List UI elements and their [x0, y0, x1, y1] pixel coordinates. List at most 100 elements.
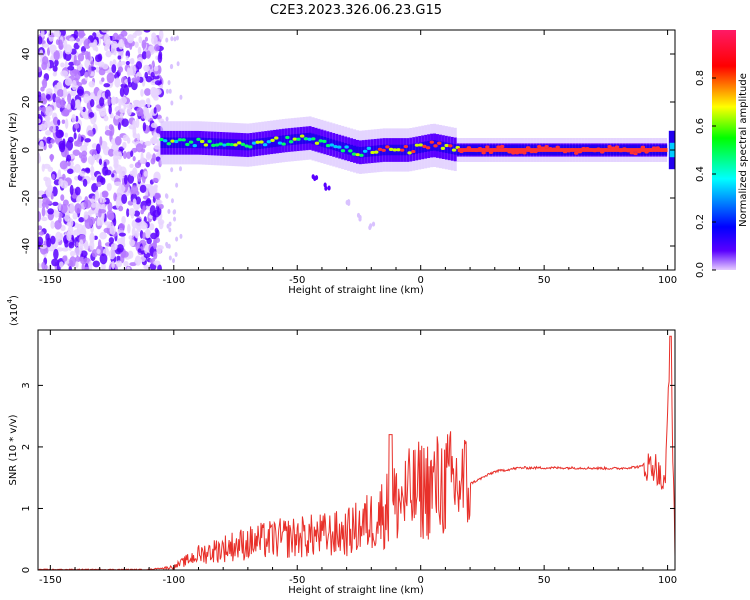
spectrogram-cell	[122, 150, 127, 159]
spectrogram-cell	[440, 146, 446, 150]
spectrogram-cell	[146, 237, 152, 245]
snr-multiplier-base: (x10	[9, 303, 20, 326]
spectrogram-cell	[60, 203, 68, 214]
spectrogram-cell	[115, 198, 120, 209]
spectrogram-cell	[60, 97, 66, 109]
colorbar: 0.0 0.2 0.4 0.6 0.8 Normalized spectral ampl…	[695, 30, 749, 278]
spectrogram-cell	[154, 192, 162, 200]
spectrogram-cell	[38, 196, 42, 204]
spectrogram-cell	[348, 149, 353, 153]
spectrogram-cell	[154, 80, 162, 86]
spectrogram-cell	[73, 30, 79, 40]
spectrogram-cell	[55, 231, 62, 242]
spectrogram-cell	[68, 61, 75, 66]
spectrogram-cell	[87, 129, 94, 137]
spectrogram-cell	[333, 144, 338, 149]
spectrogram-cell	[137, 46, 142, 55]
spectrogram-cell	[119, 166, 127, 177]
spectrogram-cell	[188, 140, 194, 144]
spectrogram-cell	[264, 137, 268, 149]
spectrogram-cell	[78, 217, 85, 223]
spectrogram-cell	[163, 137, 167, 149]
spectrogram-cell	[92, 260, 100, 268]
spectrogram-cell	[511, 151, 516, 155]
spectrogram-cell	[429, 140, 435, 144]
spectrogram-cell	[175, 35, 179, 41]
spectrogram-cell	[38, 236, 44, 247]
spectrogram-cell	[114, 135, 122, 146]
y-tick-label: -20	[21, 190, 32, 206]
spectrogram-cell	[66, 103, 71, 110]
spectrogram-cell	[117, 33, 125, 40]
y-tick-label: 0	[21, 147, 32, 153]
spectrogram-cell	[107, 201, 113, 212]
spectrogram-cell	[167, 80, 171, 86]
spectrogram-cell	[418, 142, 422, 154]
spectrogram-cell	[444, 143, 449, 148]
spectrogram-cell	[135, 61, 143, 70]
spectrogram-cell	[127, 223, 131, 234]
spectrogram-cell	[140, 89, 144, 97]
spectrogram-cell	[58, 140, 66, 151]
x-tick-label: 100	[658, 275, 677, 286]
spectrogram-cell	[229, 143, 235, 147]
spectrogram-cell	[125, 60, 130, 66]
y-tick-label: 0	[21, 567, 32, 573]
spectrogram-cell	[142, 205, 146, 212]
spectrogram-cell	[110, 96, 117, 106]
spectrogram-cell	[45, 130, 52, 136]
spectrogram-cell	[172, 209, 176, 215]
spectrogram-cell	[347, 143, 351, 155]
spectrogram-cell	[111, 173, 115, 178]
spectrogram-cell	[411, 149, 416, 154]
spectrogram-cell	[129, 163, 134, 169]
spectrogram-cell	[203, 143, 209, 147]
spectrogram-cell	[118, 232, 126, 237]
spectrogram-cell	[199, 139, 205, 144]
spectrogram-cell	[359, 153, 364, 157]
spectrogram-cell	[164, 193, 168, 199]
spectrogram-cell	[537, 145, 542, 149]
spectrogram-cell	[233, 143, 238, 147]
spectrogram-cell	[633, 151, 638, 156]
spectrogram-cell	[358, 147, 362, 158]
spectrogram-cell	[51, 258, 59, 267]
spectrogram-cell	[155, 199, 163, 205]
spectrogram-cell	[172, 258, 176, 264]
spectrogram-cell	[53, 210, 60, 218]
y-tick-label: 40	[21, 48, 32, 61]
colorbar-tick-label: 0.0	[695, 262, 706, 278]
spectrogram-cell	[90, 175, 96, 181]
spectrogram-cell	[169, 137, 173, 149]
spectrogram-cell	[58, 216, 62, 224]
spectrogram-cell	[93, 111, 97, 123]
spectrogram-cell	[84, 59, 91, 69]
y-tick-label: 1	[21, 505, 32, 511]
spectrogram-cell	[159, 84, 164, 90]
spectrogram-cell	[59, 160, 68, 170]
spectrogram-cell	[123, 260, 129, 267]
spectrogram-x-ticks: -150 -100 -50 0 50 100	[39, 30, 677, 286]
spectrogram-cell	[270, 138, 275, 142]
spectrogram-cell	[177, 138, 183, 142]
spectrogram-cell	[255, 140, 260, 144]
y-tick-label: 20	[21, 96, 32, 109]
spectrogram-cell	[41, 202, 47, 208]
spectrogram-cell	[299, 134, 305, 138]
spectrogram-cell	[92, 41, 97, 51]
spectrogram-cell	[152, 251, 158, 260]
spectrogram-cell	[122, 141, 127, 149]
x-tick-label: 50	[538, 275, 551, 286]
spectrogram-cell	[109, 60, 113, 67]
spectrogram-cell	[99, 253, 108, 265]
spectrogram-cell	[60, 225, 66, 232]
spectrogram-cell	[130, 150, 134, 157]
spectrogram-cell	[148, 223, 155, 231]
spectrogram-cell	[127, 173, 135, 184]
spectrogram-cell	[84, 138, 91, 143]
spectrogram-cell	[97, 239, 102, 251]
spectrogram-cell	[67, 168, 74, 175]
spectrogram-cell	[144, 88, 151, 96]
spectrogram-cell	[153, 131, 157, 140]
spectrogram-cell	[95, 143, 101, 155]
